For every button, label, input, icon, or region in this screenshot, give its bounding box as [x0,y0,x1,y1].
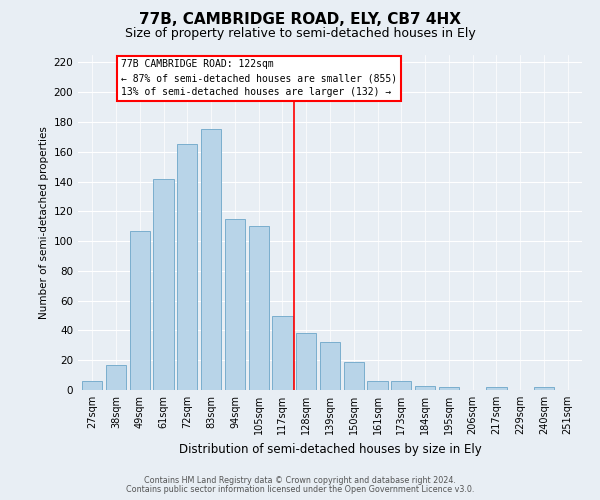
Bar [439,387,459,390]
Bar [225,219,245,390]
Bar [272,316,293,390]
Bar [415,386,435,390]
Bar [487,387,506,390]
Text: 77B CAMBRIDGE ROAD: 122sqm
← 87% of semi-detached houses are smaller (855)
13% o: 77B CAMBRIDGE ROAD: 122sqm ← 87% of semi… [121,60,397,98]
Y-axis label: Number of semi-detached properties: Number of semi-detached properties [39,126,49,319]
Bar [367,381,388,390]
Text: Contains HM Land Registry data © Crown copyright and database right 2024.: Contains HM Land Registry data © Crown c… [144,476,456,485]
Bar [106,364,126,390]
Bar [391,381,412,390]
Bar [154,178,173,390]
Text: Contains public sector information licensed under the Open Government Licence v3: Contains public sector information licen… [126,485,474,494]
Bar [320,342,340,390]
Bar [344,362,364,390]
Bar [177,144,197,390]
Bar [534,387,554,390]
Bar [248,226,269,390]
Text: 77B, CAMBRIDGE ROAD, ELY, CB7 4HX: 77B, CAMBRIDGE ROAD, ELY, CB7 4HX [139,12,461,28]
Text: Size of property relative to semi-detached houses in Ely: Size of property relative to semi-detach… [125,28,475,40]
Bar [130,230,150,390]
Bar [296,334,316,390]
X-axis label: Distribution of semi-detached houses by size in Ely: Distribution of semi-detached houses by … [179,442,481,456]
Bar [201,130,221,390]
Bar [82,381,103,390]
